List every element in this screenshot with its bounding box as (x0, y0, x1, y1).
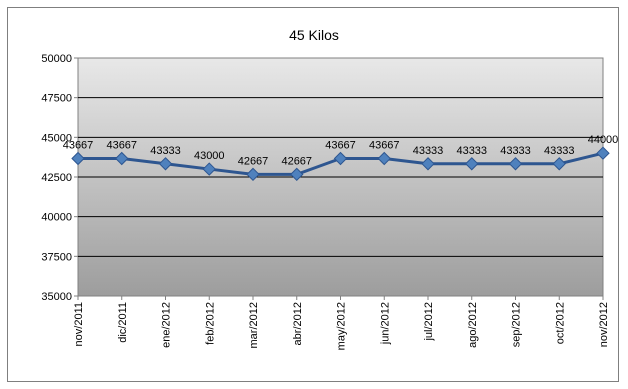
data-label: 43333 (413, 145, 444, 157)
data-point-marker (333, 151, 348, 166)
data-point-marker (202, 162, 216, 176)
data-label: 43333 (500, 145, 531, 157)
data-label: 43000 (194, 150, 225, 162)
data-label: 43667 (106, 139, 137, 151)
x-tick-label: oct/2012 (554, 302, 566, 344)
data-label: 44000 (588, 134, 619, 146)
data-label: 43333 (544, 145, 575, 157)
chart-canvas: 45 Kilos 35000 37500 40000 42500 45000 47500 5… (41, 27, 619, 350)
data-point-marker (421, 157, 435, 171)
data-point-marker (596, 146, 610, 160)
data-label: 43667 (63, 139, 94, 151)
data-point-marker (465, 157, 479, 171)
data-label: 43667 (325, 139, 356, 151)
data-label: 42667 (238, 155, 269, 167)
gridlines (78, 97, 603, 257)
x-tick-label: nov/2012 (598, 302, 610, 347)
data-point-marker (71, 151, 85, 166)
x-tick-label: nov/2011 (73, 302, 85, 346)
data-label: 42667 (281, 155, 312, 167)
data-point-marker (552, 157, 566, 171)
x-tick-label: feb/2012 (204, 302, 216, 345)
chart-title: 45 Kilos (289, 27, 339, 43)
x-tick-label: may/2012 (336, 302, 348, 350)
y-tick-label: 35000 (41, 291, 72, 303)
x-tick-label: jun/2012 (379, 302, 391, 345)
x-axis-tick-labels: nov/2011 dic/2011 ene/2012 feb/2012 mar/2012… (73, 302, 610, 350)
y-axis-tick-labels: 35000 37500 40000 42500 45000 47500 50000 (41, 53, 72, 303)
data-point-marker (508, 157, 523, 171)
x-tick-label: dic/2011 (117, 302, 129, 343)
y-tick-label: 47500 (41, 93, 72, 105)
x-tick-label: mar/2012 (248, 302, 260, 348)
data-labels: 43667 43667 43333 43000 42667 42667 43667 43667… (63, 134, 619, 167)
data-point-marker (115, 151, 129, 166)
data-label: 43333 (456, 145, 487, 157)
y-tick-label: 37500 (41, 251, 72, 263)
x-tick-label: ene/2012 (161, 302, 173, 348)
y-tick-label: 40000 (41, 212, 72, 224)
data-point-marker (158, 157, 173, 171)
y-tick-label: 45000 (41, 132, 72, 144)
y-tick-label: 50000 (41, 53, 72, 65)
data-point-marker (290, 167, 304, 182)
x-tick-label: abr/2012 (292, 302, 304, 345)
data-point-marker (377, 151, 391, 166)
y-tick-label: 42500 (41, 172, 72, 184)
x-tick-label: jul/2012 (423, 302, 435, 342)
data-point-marker (246, 167, 260, 182)
data-label: 43667 (369, 139, 400, 151)
series-layer (71, 146, 610, 182)
x-tick-label: ago/2012 (467, 302, 479, 348)
x-tick-label: sep/2012 (511, 302, 523, 347)
chart-area: 45 Kilos 35000 37500 40000 42500 45000 47500 5… (7, 7, 619, 382)
axes (74, 57, 604, 300)
data-label: 43333 (150, 145, 181, 157)
